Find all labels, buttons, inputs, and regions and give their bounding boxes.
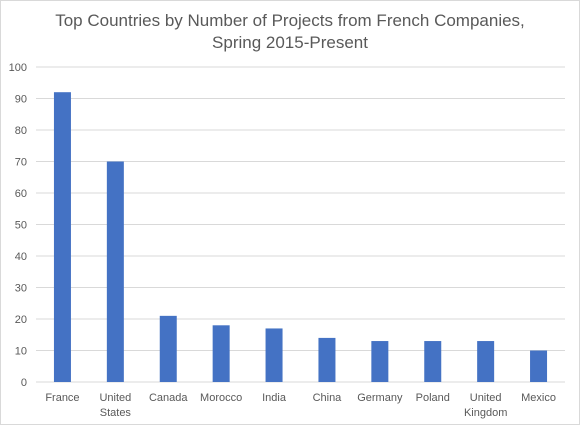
x-tick-label: Kingdom bbox=[464, 407, 507, 419]
y-tick-label: 40 bbox=[15, 251, 27, 263]
x-tick-label: France bbox=[45, 392, 79, 404]
y-tick-label: 60 bbox=[15, 188, 27, 200]
y-tick-label: 10 bbox=[15, 346, 27, 358]
bar bbox=[265, 328, 283, 382]
bar bbox=[530, 350, 548, 382]
x-tick-label: United bbox=[99, 392, 131, 404]
y-tick-label: 90 bbox=[15, 94, 27, 106]
bar bbox=[424, 341, 442, 382]
bar bbox=[159, 315, 177, 382]
bar bbox=[53, 92, 71, 382]
y-tick-label: 100 bbox=[9, 62, 27, 74]
bar bbox=[212, 325, 230, 382]
bar bbox=[318, 337, 336, 382]
y-tick-label: 0 bbox=[21, 377, 27, 389]
x-tick-label: States bbox=[100, 407, 132, 419]
x-tick-label: Canada bbox=[149, 392, 188, 404]
bar bbox=[106, 161, 124, 382]
x-tick-label: Poland bbox=[416, 392, 450, 404]
x-tick-label: India bbox=[262, 392, 287, 404]
bar bbox=[371, 341, 389, 382]
bar bbox=[477, 341, 495, 382]
x-tick-label: China bbox=[313, 392, 343, 404]
y-tick-label: 70 bbox=[15, 157, 27, 169]
x-tick-label: Germany bbox=[357, 392, 403, 404]
y-tick-label: 20 bbox=[15, 314, 27, 326]
chart-title-line-2: Spring 2015-Present bbox=[212, 33, 368, 52]
y-tick-label: 50 bbox=[15, 220, 27, 232]
x-tick-label: United bbox=[470, 392, 502, 404]
y-tick-label: 80 bbox=[15, 125, 27, 137]
chart-title-line-1: Top Countries by Number of Projects from… bbox=[55, 11, 525, 30]
x-tick-label: Mexico bbox=[521, 392, 556, 404]
x-tick-label: Morocco bbox=[200, 392, 242, 404]
chart-title: Top Countries by Number of Projects from… bbox=[1, 10, 579, 54]
y-tick-label: 30 bbox=[15, 283, 27, 295]
